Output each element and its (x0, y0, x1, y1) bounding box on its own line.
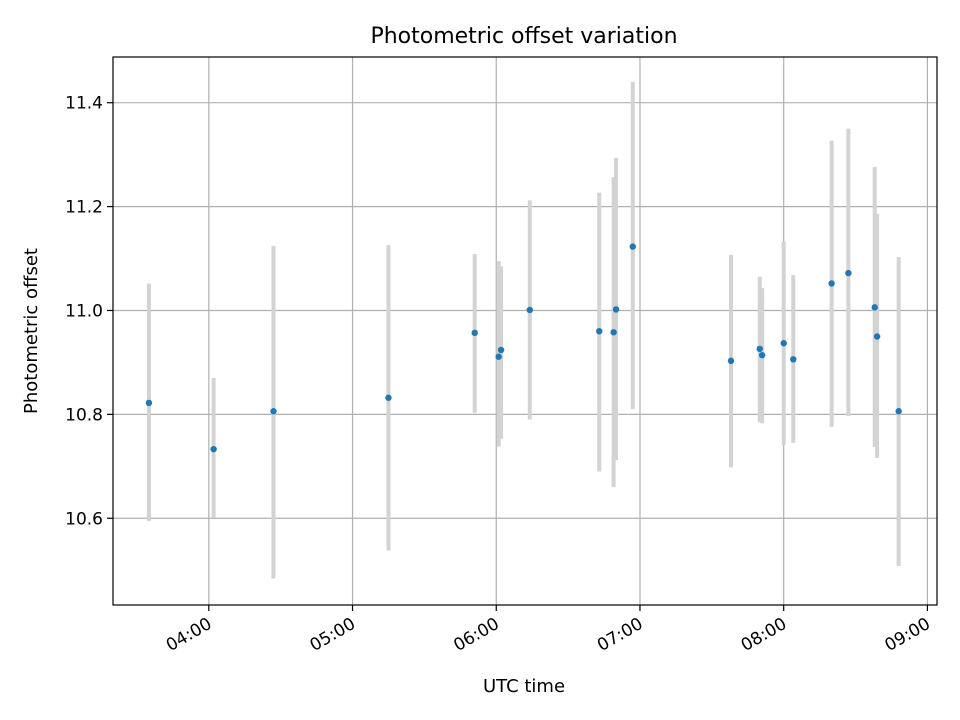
data-point (871, 304, 878, 311)
chart-title: Photometric offset variation (370, 24, 677, 49)
data-point (385, 394, 392, 401)
x-tick-label: 04:00 (163, 614, 215, 656)
x-axis-ticks: 04:00 05:00 06:00 07:00 08:00 09:00 (163, 605, 934, 656)
data-point (727, 357, 735, 365)
error-bars (146, 81, 901, 579)
data-point (629, 243, 636, 250)
data-point (471, 329, 478, 337)
y-tick-label: 10.8 (65, 405, 103, 425)
data-point (596, 328, 603, 335)
data-point (210, 445, 217, 453)
data-point (145, 399, 153, 407)
data-point (497, 346, 505, 354)
data-point (612, 306, 620, 313)
grid (113, 57, 937, 605)
x-tick-label: 05:00 (307, 614, 359, 656)
data-point (610, 329, 617, 336)
data-point (270, 408, 277, 415)
data-point (828, 280, 835, 287)
plot-frame (112, 56, 938, 606)
data-points (145, 243, 902, 453)
y-tick-label: 11.2 (65, 198, 103, 218)
y-tick-label: 10.6 (65, 509, 103, 529)
data-point (845, 269, 852, 277)
data-point (780, 340, 787, 347)
x-tick-label: 09:00 (881, 614, 933, 656)
y-axis-ticks: 10.6 10.8 11.0 11.2 11.4 (65, 94, 113, 529)
data-point (495, 353, 502, 360)
data-point (873, 333, 881, 340)
data-point (756, 345, 763, 353)
y-axis-label: Photometric offset (21, 248, 42, 414)
x-tick-label: 07:00 (594, 614, 646, 656)
data-point (526, 306, 533, 314)
y-tick-label: 11.4 (65, 94, 103, 114)
y-tick-label: 11.0 (65, 301, 103, 321)
data-point (790, 356, 797, 363)
x-axis-label: UTC time (483, 676, 565, 697)
data-point (758, 351, 766, 359)
x-tick-label: 08:00 (738, 614, 790, 656)
x-tick-label: 06:00 (450, 614, 502, 656)
data-point (895, 408, 902, 415)
